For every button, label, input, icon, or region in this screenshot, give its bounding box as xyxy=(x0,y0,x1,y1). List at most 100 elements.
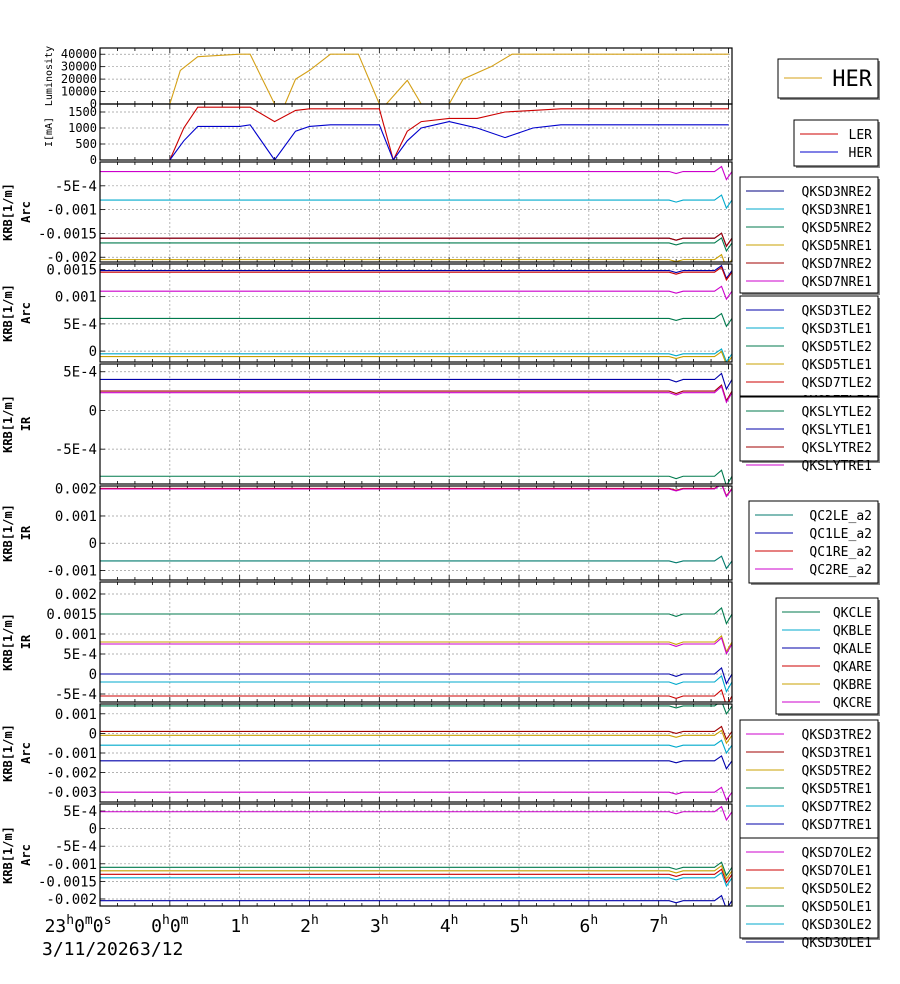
y-tick-label: 0 xyxy=(89,726,97,742)
legend-label: QKSD7OLE2 xyxy=(802,846,872,861)
series-line-QC2LE_a2 xyxy=(100,555,732,570)
y-tick-label: 0.001 xyxy=(55,707,97,723)
series-group xyxy=(100,607,732,702)
series-line-QKSD7OLE2 xyxy=(100,805,732,822)
legend-box xyxy=(793,119,879,167)
y-tick-label: 10000 xyxy=(61,85,97,99)
series-line-QKCRE xyxy=(100,637,732,655)
series-line-QKSD3NRE2 xyxy=(100,232,732,248)
legend-label: QKSD3TLE2 xyxy=(802,304,872,319)
y-tick-label: -0.002 xyxy=(46,250,97,266)
y-axis-label: Luminosity xyxy=(44,46,55,106)
y-axis-sublabel: IR xyxy=(19,525,33,540)
panel-4: 0 5E-4 0.001 0.0015 KRB[1/m] Arc xyxy=(1,262,733,363)
y-tick-label: -0.001 xyxy=(46,857,97,873)
legend-label: QKSD5NRE1 xyxy=(802,239,872,254)
panel-frame xyxy=(99,363,733,485)
legend-label: QKSD5NRE2 xyxy=(802,221,872,236)
series-group xyxy=(100,165,732,262)
legend-label: QKARE xyxy=(833,660,872,675)
series-line-QKSD7TLE2 xyxy=(100,266,732,282)
legend-6: QC2LE_a2 QC1LE_a2 QC1RE_a2 QC2RE_a2 xyxy=(748,500,880,585)
y-tick-label: 0 xyxy=(90,153,97,167)
series-line-QKSD7NRE2 xyxy=(100,232,732,248)
series-line-QKALE xyxy=(100,667,732,685)
legend-label: QKSD3TRE2 xyxy=(802,728,872,743)
y-tick-label: -0.001 xyxy=(46,563,97,579)
legend-label: QKSD5TLE1 xyxy=(802,358,872,373)
y-tick-label: 0.0015 xyxy=(46,607,97,623)
series-line-QKSD5OLE2 xyxy=(100,864,732,881)
y-tick-label: -5E-4 xyxy=(55,442,97,458)
series-line-QKSD5TRE1 xyxy=(100,704,732,715)
series-group xyxy=(100,805,732,906)
series-line-QKSD5OLE1 xyxy=(100,861,732,877)
x-axis: 23h0m0s 0h0m 1h 2h 3h 4h 5h 6h 7h 3/11/2026 3/12 xyxy=(42,913,668,960)
y-axis-label: KRB[1/m] xyxy=(1,183,15,241)
y-tick-label: 5E-4 xyxy=(63,317,97,333)
series-line-QC2RE_a2 xyxy=(100,486,732,498)
legend-label: QKSD3TRE1 xyxy=(802,746,872,761)
y-tick-label: -0.001 xyxy=(46,203,97,219)
series-group xyxy=(100,704,732,802)
legend-label: QKSD5OLE2 xyxy=(802,882,872,897)
panel-frame xyxy=(99,703,733,803)
y-tick-label: 1000 xyxy=(68,121,97,135)
panel-7: -5E-4 0 5E-4 0.001 0.0015 0.002 KRB[1/m] IR xyxy=(1,581,733,703)
legend-label: QKSD7NRE2 xyxy=(802,257,872,272)
y-tick-label: 0.001 xyxy=(55,627,97,643)
legend-label: QKCRE xyxy=(833,696,872,711)
y-axis-sublabel: Arc xyxy=(19,302,33,324)
series-line-QKSD7TRE1 xyxy=(100,755,732,770)
legend-3: QKSD3NRE2 QKSD3NRE1 QKSD5NRE2 QKSD5NRE1 QKSD… xyxy=(739,176,880,295)
series-line-QKSD5NRE1 xyxy=(100,253,732,262)
y-tick-label: 1500 xyxy=(68,105,97,119)
series-line-QKSD5TLE1 xyxy=(100,350,732,362)
y-tick-label: 0.002 xyxy=(55,587,97,603)
legend-label: QKSD5TLE2 xyxy=(802,340,872,355)
y-axis-sublabel: Arc xyxy=(19,201,33,223)
series-line-QKSD5TLE2 xyxy=(100,312,732,328)
series-group xyxy=(169,106,729,160)
legend-label: QKSD3TLE1 xyxy=(802,322,872,337)
series-line-HER xyxy=(169,53,729,104)
legend-label: QKSD3OLE1 xyxy=(802,936,872,951)
legend-box xyxy=(739,176,879,294)
x-tick-label: 6h xyxy=(580,913,599,937)
y-axis-label: KRB[1/m] xyxy=(1,284,15,342)
legend-label: QKSD7TLE2 xyxy=(802,376,872,391)
y-tick-label: -0.002 xyxy=(46,766,97,782)
legend-label: QKSD5TRE2 xyxy=(802,764,872,779)
y-tick-label: 5E-4 xyxy=(63,647,97,663)
y-tick-label: 0 xyxy=(89,403,97,419)
y-tick-label: 0.0015 xyxy=(46,262,97,278)
series-line-QKSD7TLE1 xyxy=(100,285,732,301)
series-line-QKSD3OLE1 xyxy=(100,894,732,906)
legend-label: QKSD3OLE2 xyxy=(802,918,872,933)
x-tick-label: 5h xyxy=(510,913,529,937)
y-tick-label: 0 xyxy=(89,344,97,360)
y-axis-label: KRB[1/m] xyxy=(1,504,15,562)
x-tick-label: 23h0m0s xyxy=(45,913,112,937)
legend-label: QC2LE_a2 xyxy=(809,509,872,524)
y-tick-label: -0.0015 xyxy=(38,874,97,890)
panel-frame xyxy=(99,485,733,581)
legend-4: QKSD3TLE2 QKSD3TLE1 QKSD5TLE2 QKSD5TLE1 QKSD… xyxy=(739,295,880,409)
date-label-next: 3/12 xyxy=(140,939,183,960)
series-line-LER xyxy=(169,106,729,160)
y-tick-label: 0.002 xyxy=(55,482,97,498)
legend-label: QKSD3NRE1 xyxy=(802,203,872,218)
series-line-QKSD7NRE1 xyxy=(100,165,732,181)
legend-label: QKALE xyxy=(833,642,872,657)
y-tick-label: 30000 xyxy=(61,60,97,74)
legend-label: QKSLYTRE2 xyxy=(802,441,872,456)
y-tick-label: 0 xyxy=(89,536,97,552)
series-line-QKSLYTLE2 xyxy=(100,469,732,484)
series-line-QKSD3TRE2 xyxy=(100,786,732,802)
series-line-QKBLE xyxy=(100,675,732,693)
legend-label: QKSD7NRE1 xyxy=(802,275,872,290)
panel-frame xyxy=(99,103,733,161)
legend-5: QKSLYTLE2 QKSLYTLE1 QKSLYTRE2 QKSLYTRE1 xyxy=(739,396,880,474)
y-axis-label: I[mA] xyxy=(44,117,55,147)
